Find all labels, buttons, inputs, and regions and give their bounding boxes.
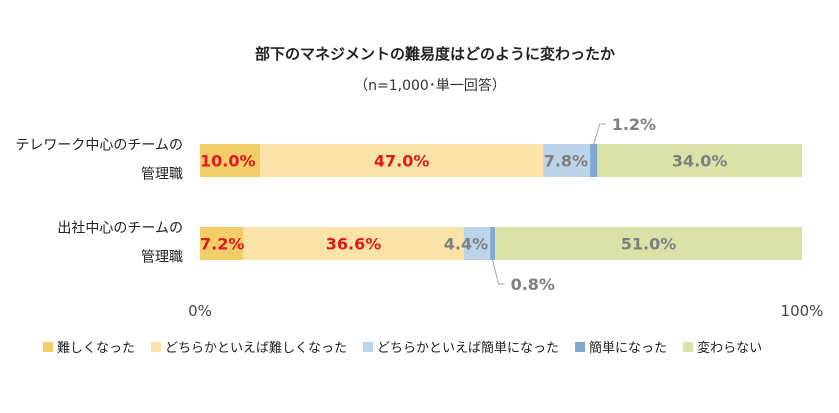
- legend-swatch: [683, 342, 694, 352]
- bar-segment: [590, 144, 598, 177]
- bar-segment: [260, 144, 544, 177]
- data-label: 0.8%: [511, 275, 555, 294]
- data-label: 34.0%: [672, 152, 728, 171]
- bar-segment: [490, 227, 495, 260]
- data-label: 7.8%: [544, 152, 588, 171]
- bar-segment: [243, 227, 464, 260]
- category-label: テレワーク中心のチームの: [15, 138, 183, 154]
- x-tick-label: 0%: [188, 302, 212, 320]
- bar-segment: [200, 144, 261, 177]
- category-label: 管理職: [141, 167, 183, 183]
- legend-swatch: [575, 342, 586, 352]
- legend-label: 変わらない: [697, 340, 762, 356]
- bar-segment: [597, 144, 802, 177]
- data-label: 7.2%: [200, 235, 244, 254]
- legend-label: 難しくなった: [57, 341, 135, 356]
- bar-segment: [200, 227, 244, 260]
- data-label: 47.0%: [374, 152, 430, 171]
- bar-segment: [463, 227, 491, 260]
- leader-line: [492, 259, 505, 285]
- chart-title: 部下のマネジメントの難易度はどのように変わったか: [255, 45, 615, 63]
- bar-segment: [494, 227, 802, 260]
- legend-label: 簡単になった: [589, 340, 667, 356]
- legend-label: どちらかといえば簡単になった: [377, 340, 559, 356]
- legend-swatch: [43, 342, 53, 352]
- chart-subtitle: （n=1,000･単一回答）: [354, 77, 506, 94]
- data-label: 4.4%: [444, 235, 488, 254]
- leader-line: [593, 123, 606, 145]
- category-label: 管理職: [141, 250, 183, 266]
- data-label: 51.0%: [621, 235, 677, 254]
- x-tick-label: 100%: [781, 302, 824, 320]
- category-label: 出社中心のチームの: [57, 221, 183, 237]
- bar-segment: [543, 144, 591, 177]
- legend-swatch: [363, 342, 374, 352]
- data-label: 36.6%: [326, 235, 382, 254]
- legend-swatch: [151, 342, 162, 352]
- data-label: 10.0%: [200, 152, 256, 171]
- legend-label: どちらかといえば難しくなった: [165, 341, 347, 356]
- data-label: 1.2%: [612, 115, 656, 134]
